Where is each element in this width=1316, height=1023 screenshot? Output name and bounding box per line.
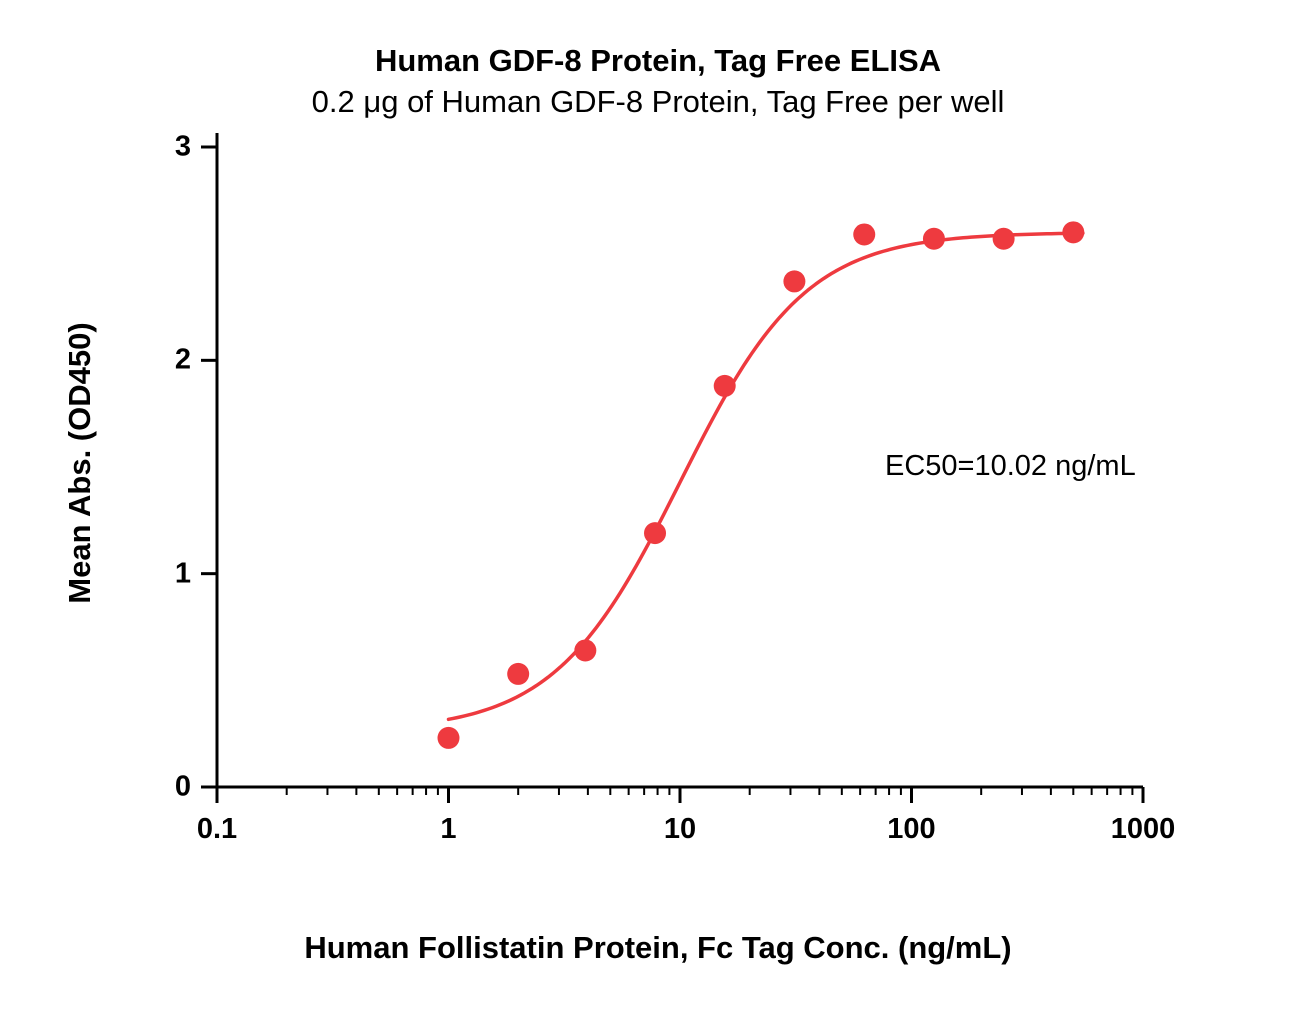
y-tick-label: 3	[131, 131, 191, 164]
y-tick-label: 1	[131, 557, 191, 590]
data-point	[783, 270, 805, 292]
x-tick-label: 1	[440, 813, 456, 846]
x-tick-label: 1000	[1111, 813, 1176, 846]
chart-container: { "chart": { "type": "scatter-log-x-sigm…	[0, 0, 1316, 1023]
x-tick-label: 0.1	[197, 813, 237, 846]
chart-title: Human GDF-8 Protein, Tag Free ELISA	[0, 43, 1316, 79]
data-point	[993, 228, 1015, 250]
data-point	[438, 727, 460, 749]
data-point	[644, 522, 666, 544]
data-point	[714, 375, 736, 397]
x-tick-label: 10	[664, 813, 696, 846]
y-tick-label: 0	[131, 771, 191, 804]
y-tick-label: 2	[131, 344, 191, 377]
data-point	[507, 663, 529, 685]
x-tick-label: 100	[887, 813, 935, 846]
data-point	[574, 639, 596, 661]
data-point	[1062, 221, 1084, 243]
data-point	[923, 228, 945, 250]
data-point	[853, 223, 875, 245]
chart-subtitle: 0.2 μg of Human GDF-8 Protein, Tag Free …	[0, 84, 1316, 120]
plot-area	[217, 147, 1143, 787]
fit-curve	[449, 233, 1083, 719]
x-axis-label: Human Follistatin Protein, Fc Tag Conc. …	[0, 930, 1316, 966]
y-axis-label: Mean Abs. (OD450)	[62, 163, 98, 763]
